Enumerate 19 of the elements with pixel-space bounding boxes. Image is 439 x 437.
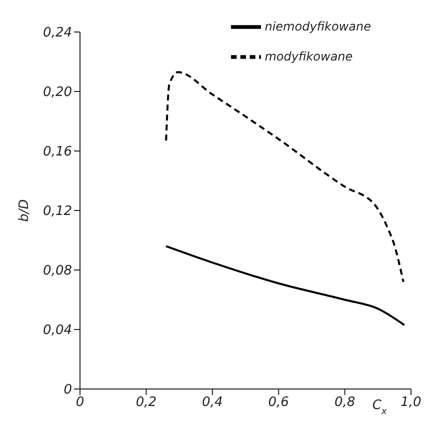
line-series: [165, 71, 404, 283]
y-tick-label: 0,04: [43, 323, 72, 338]
x-tick-label: 0,2: [136, 395, 157, 410]
x-axis-title: C$_{x}$: [372, 398, 388, 417]
x-tick-label: 0: [76, 395, 84, 410]
y-tick-label: 0,20: [43, 85, 72, 100]
y-tick-label: 0,24: [43, 26, 72, 41]
x-tick-label: 0,6: [268, 395, 289, 410]
y-tick-label: 0,16: [43, 144, 72, 160]
legend-label: niemodyfikowane: [264, 19, 371, 34]
y-tick-label: 0: [64, 382, 72, 398]
line-series: [165, 245, 406, 326]
y-tick-label: 0,08: [43, 264, 72, 279]
y-tick-label: 0,12: [43, 204, 72, 220]
x-tick-label: 0,4: [202, 395, 223, 410]
legend-label: modyfikowane: [264, 49, 353, 64]
x-tick-label: 0,8: [334, 395, 356, 410]
x-tick-label: 1,0: [400, 395, 422, 410]
y-axis-title: b/D: [17, 199, 32, 222]
